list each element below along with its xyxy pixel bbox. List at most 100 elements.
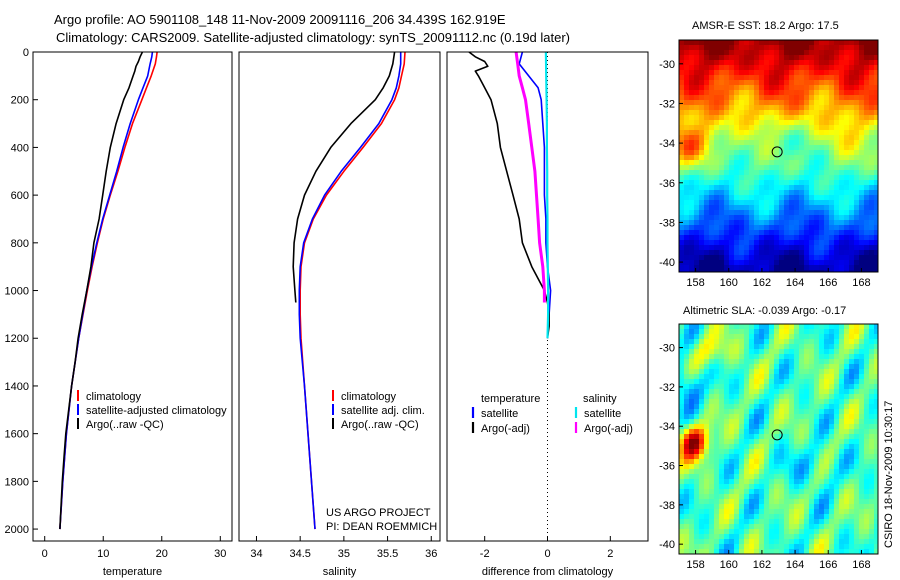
heatmap-cell xyxy=(829,255,835,261)
heatmap-cell xyxy=(799,125,805,131)
heatmap-cell xyxy=(874,459,879,465)
heatmap-cell xyxy=(759,235,765,241)
heatmap-cell xyxy=(864,65,870,71)
heatmap-cell xyxy=(679,549,685,555)
heatmap-cell xyxy=(854,240,860,246)
heatmap-cell xyxy=(749,334,755,340)
heatmap-cell xyxy=(814,329,820,335)
heatmap-cell xyxy=(754,429,760,435)
heatmap-cell xyxy=(819,230,825,236)
heatmap-cell xyxy=(859,364,865,370)
heatmap-cell xyxy=(854,215,860,221)
heatmap-cell xyxy=(684,220,690,226)
heatmap-cell xyxy=(799,115,805,121)
heatmap-cell xyxy=(709,384,715,390)
heatmap-cell xyxy=(789,70,795,76)
heatmap-cell xyxy=(844,180,850,186)
heatmap-cell xyxy=(789,499,795,505)
heatmap-cell xyxy=(734,55,740,61)
heatmap-cell xyxy=(744,399,750,405)
heatmap-cell xyxy=(784,50,790,56)
heatmap-cell xyxy=(834,170,840,176)
heatmap-cell xyxy=(859,434,865,440)
legend-label: Argo(..raw -QC) xyxy=(341,419,419,431)
heatmap-cell xyxy=(859,504,865,510)
heatmap-cell xyxy=(829,130,835,136)
heatmap-cell xyxy=(829,549,835,555)
heatmap-cell xyxy=(734,245,740,251)
heatmap-cell xyxy=(689,414,695,420)
heatmap-cell xyxy=(734,354,740,360)
heatmap-cell xyxy=(759,454,765,460)
heatmap-cell xyxy=(754,155,760,161)
heatmap-cell xyxy=(819,419,825,425)
heatmap-cell xyxy=(819,414,825,420)
heatmap-cell xyxy=(874,175,879,181)
heatmap-cell xyxy=(824,479,830,485)
heatmap-cell xyxy=(709,140,715,146)
heatmap-cell xyxy=(734,359,740,365)
heatmap-cell xyxy=(874,519,879,525)
heatmap-cell xyxy=(854,329,860,335)
heatmap-cell xyxy=(809,100,815,106)
heatmap-cell xyxy=(774,230,780,236)
heatmap-cell xyxy=(789,230,795,236)
heatmap-cell xyxy=(814,429,820,435)
heatmap-cell xyxy=(734,394,740,400)
heatmap-cell xyxy=(859,379,865,385)
heatmap-cell xyxy=(794,344,800,350)
heatmap-cell xyxy=(739,369,745,375)
heatmap-cell xyxy=(819,260,825,266)
heatmap-cell xyxy=(809,524,815,530)
heatmap-cell xyxy=(844,459,850,465)
heatmap-cell xyxy=(734,95,740,101)
heatmap-cell xyxy=(839,260,845,266)
heatmap-cell xyxy=(759,429,765,435)
heatmap-cell xyxy=(869,519,875,525)
heatmap-cell xyxy=(774,40,780,46)
heatmap-cell xyxy=(699,55,705,61)
heatmap-cell xyxy=(814,374,820,380)
heatmap-cell xyxy=(704,429,710,435)
heatmap-cell xyxy=(759,125,765,131)
heatmap-cell xyxy=(779,240,785,246)
heatmap-cell xyxy=(819,539,825,545)
heatmap-cell xyxy=(839,240,845,246)
heatmap-cell xyxy=(754,339,760,345)
heatmap-cell xyxy=(719,50,725,56)
heatmap-cell xyxy=(719,474,725,480)
heatmap-cell xyxy=(844,419,850,425)
heatmap-cell xyxy=(769,424,775,430)
heatmap-cell xyxy=(739,145,745,151)
heatmap-cell xyxy=(804,444,810,450)
heatmap-cell xyxy=(814,235,820,241)
heatmap-cell xyxy=(709,60,715,66)
heatmap-cell xyxy=(684,115,690,121)
heatmap-cell xyxy=(799,379,805,385)
heatmap-cell xyxy=(729,379,735,385)
heatmap-cell xyxy=(839,55,845,61)
heatmap-cell xyxy=(874,230,879,236)
heatmap-cell xyxy=(839,200,845,206)
heatmap-cell xyxy=(714,115,720,121)
heatmap-cell xyxy=(719,230,725,236)
y-tick-label: -32 xyxy=(659,382,675,394)
heatmap-cell xyxy=(854,135,860,141)
heatmap-cell xyxy=(864,175,870,181)
heatmap-cell xyxy=(799,499,805,505)
heatmap-cell xyxy=(779,200,785,206)
heatmap-cell xyxy=(734,479,740,485)
heatmap-cell xyxy=(699,90,705,96)
heatmap-cell xyxy=(834,479,840,485)
heatmap-cell xyxy=(694,424,700,430)
heatmap-cell xyxy=(874,135,879,141)
heatmap-cell xyxy=(734,80,740,86)
heatmap-cell xyxy=(744,329,750,335)
heatmap-cell xyxy=(734,419,740,425)
heatmap-cell xyxy=(779,409,785,415)
heatmap-cell xyxy=(859,439,865,445)
heatmap-cell xyxy=(869,165,875,171)
heatmap-cell xyxy=(694,484,700,490)
heatmap-cell xyxy=(689,529,695,535)
heatmap-cell xyxy=(834,394,840,400)
